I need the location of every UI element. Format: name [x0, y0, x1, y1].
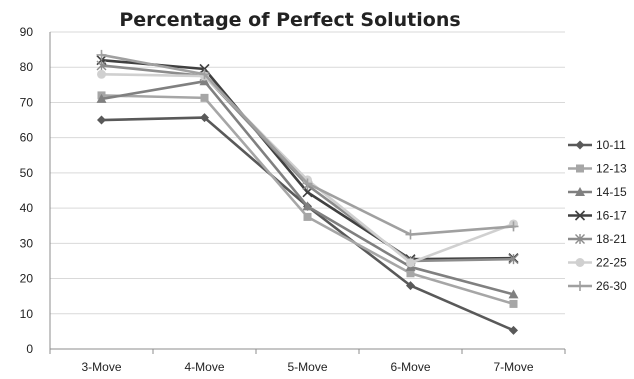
legend-label: 18-21: [596, 232, 627, 246]
data-point: [406, 258, 415, 268]
legend-label: 16-17: [596, 209, 627, 223]
x-tick-label: 7-Move: [493, 360, 533, 374]
y-tick-label: 20: [20, 272, 34, 286]
y-tick-label: 50: [20, 166, 34, 180]
data-point: [406, 281, 415, 291]
data-point: [96, 93, 107, 103]
legend-marker: [574, 210, 586, 221]
legend-entry: 14-15: [568, 185, 627, 199]
y-tick-label: 0: [26, 342, 33, 356]
data-point: [508, 254, 519, 265]
y-tick-label: 30: [20, 236, 34, 250]
series-26-30: [96, 49, 519, 240]
data-point: [199, 69, 210, 80]
data-point: [406, 269, 415, 278]
legend-marker: [575, 234, 585, 244]
data-point: [302, 201, 313, 211]
x-tick-label: 3-Move: [81, 360, 121, 374]
data-point: [97, 115, 106, 125]
data-point: [200, 93, 209, 102]
data-point: [96, 60, 107, 71]
data-point: [302, 187, 313, 198]
data-point: [405, 229, 416, 240]
legend-label: 26-30: [596, 279, 627, 293]
series-line: [101, 116, 515, 332]
y-tick-label: 10: [20, 307, 34, 321]
y-tick-label: 40: [20, 201, 34, 215]
legend-entry: 12-13: [568, 162, 627, 176]
legend-label: 14-15: [596, 185, 627, 199]
legend-marker: [575, 281, 585, 291]
series-18-21: [96, 60, 519, 266]
x-tick-label: 5-Move: [287, 360, 327, 374]
data-point: [303, 212, 312, 221]
y-tick-label: 70: [20, 95, 34, 109]
x-tick-label: 6-Move: [390, 360, 430, 374]
data-point: [200, 113, 209, 123]
legend-entry: 10-11: [568, 138, 626, 152]
y-tick-label: 80: [20, 60, 34, 74]
legend-label: 10-11: [596, 138, 626, 152]
legend: 10-11 12-13 14-15 16-17 18-21 22-25 26-30: [568, 138, 627, 293]
data-point: [508, 289, 519, 299]
y-tick-label: 90: [20, 25, 34, 39]
series-16-17: [96, 55, 519, 265]
legend-entry: 22-25: [568, 256, 627, 270]
series-line: [101, 58, 514, 261]
x-tick-label: 4-Move: [184, 360, 224, 374]
legend-entry: 16-17: [568, 209, 627, 223]
gridlines: [50, 31, 565, 315]
data-point: [302, 178, 313, 189]
data-point: [97, 69, 106, 79]
series-lines: [96, 49, 519, 335]
chart-title: Percentage of Perfect Solutions: [119, 9, 460, 31]
data-point: [96, 49, 107, 60]
legend-marker: [575, 187, 585, 196]
data-point: [199, 63, 210, 75]
data-point: [508, 221, 519, 232]
axes: 0 10 20 30 40 50 60 70 80 90 3-Move 4-Move 5-Move 6-M…: [20, 25, 566, 374]
legend-marker: [576, 164, 584, 173]
series-22-25: [97, 69, 518, 268]
series-line: [101, 94, 514, 306]
y-tick-label: 60: [20, 131, 34, 145]
legend-marker: [575, 140, 585, 150]
data-point: [509, 325, 518, 335]
series-10-11: [97, 113, 518, 335]
series-12-13: [97, 91, 518, 308]
legend-entry: 18-21: [568, 232, 627, 246]
legend-marker: [575, 258, 585, 267]
legend-entry: 26-30: [568, 279, 627, 293]
data-point: [509, 299, 518, 308]
legend-label: 22-25: [596, 256, 627, 270]
legend-label: 12-13: [596, 162, 627, 176]
